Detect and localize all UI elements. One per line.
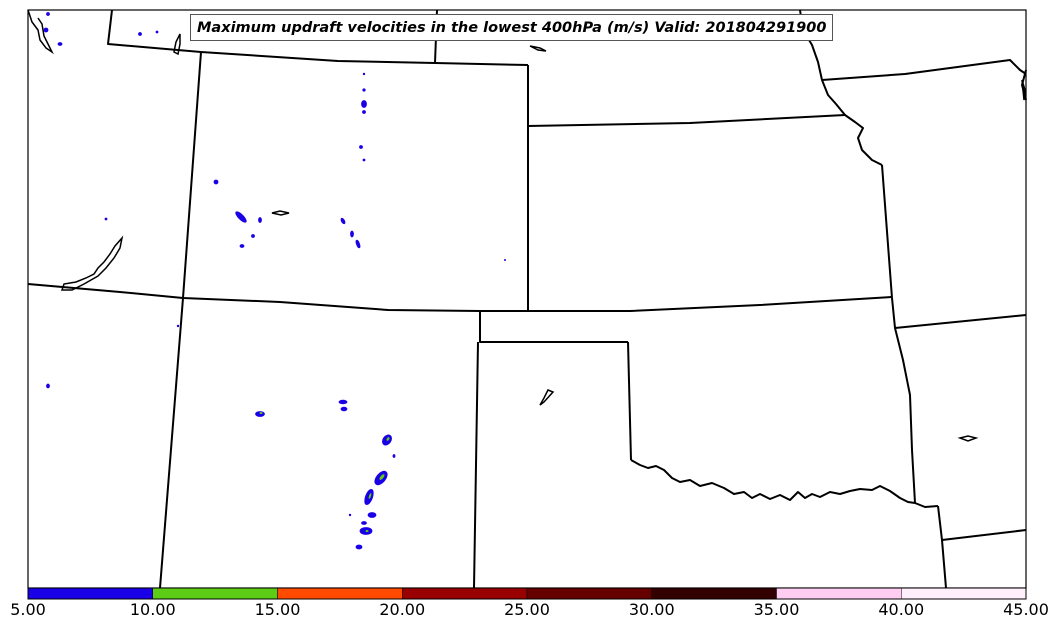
updraft-cell [251,234,255,238]
updraft-cell [235,211,247,223]
colorbar-frame [27,587,1027,600]
ks-mo-border [881,164,1027,329]
coastlines-lakes [27,9,1026,442]
updraft-cell [350,230,354,238]
colorbar [27,587,1027,600]
updraft-cell [362,110,366,114]
updraft-cell [355,239,361,249]
colorbar-tick-label: 20.00 [379,600,426,619]
updraft-cell [392,454,396,458]
updraft-cell [104,217,108,221]
updraft-cell [362,158,366,162]
colorbar-segment [277,587,403,600]
updraft-cell [255,411,265,417]
updraft-cell [367,512,377,518]
ok-ar-border [894,327,916,504]
updraft-core [386,437,390,441]
updraft-cell [338,399,348,405]
reservoir-5 [957,435,979,442]
reservoir-4 [539,389,555,406]
updraft-cell [362,88,366,92]
state-boundaries [27,9,1027,589]
updraft-core [368,493,372,499]
updraft-cell [359,145,363,149]
wy-co-border [182,51,202,299]
updraft-cell [213,179,219,185]
updraft-cell [362,72,366,76]
updraft-cell [138,32,142,36]
colorbar-segment [776,587,902,600]
az-nm-border [159,297,184,589]
colorbar-tick-label: 25.00 [504,600,550,619]
colorbar-tick-label: 45.00 [1003,600,1049,619]
updraft-cell [503,258,506,261]
reservoir-3 [271,210,290,216]
wy-ne-north-border [107,9,529,66]
updraft-cell [258,217,262,223]
updraft-cell [46,12,50,16]
ar-la-border [941,529,1027,541]
updraft-cell [46,383,50,389]
updraft-core [259,412,263,414]
great-salt-lake-outline [27,9,54,55]
updraft-cell [348,513,352,517]
reservoir-2 [529,45,547,52]
updraft-cell [340,217,346,225]
updraft-cell [176,324,180,328]
tx-panhandle-east [627,341,632,461]
updraft-core [365,530,369,532]
lake-shoreline-1 [60,235,124,291]
red-river [630,459,939,508]
colorbar-tick-label: 15.00 [254,600,301,619]
colorbar-tick-label: 40.00 [878,600,925,619]
updraft-cores [259,412,390,532]
updraft-cell [57,42,63,46]
nm-tx-border [473,341,479,589]
updraft-cell [361,521,367,525]
colorbar-segment [526,587,652,600]
colorbar-segment [27,587,153,600]
updraft-cell [43,27,49,33]
colorbar-tick-label: 30.00 [628,600,675,619]
updraft-cell [361,100,367,108]
updraft-cell [355,544,363,550]
ne-ks-border [527,114,846,127]
map-title: Maximum updraft velocities in the lowest… [190,14,834,41]
colorbar-segment [402,587,528,600]
colorbar-tick-label: 35.00 [753,600,800,619]
colorbar-tick-label: 5.00 [10,600,46,619]
iowa-mo-border [821,59,1027,81]
missouri-river [799,9,883,166]
colorbar-segment [651,587,777,600]
reservoir-6 [1021,79,1026,101]
updraft-core [379,474,385,480]
colorbar-segment [901,587,1027,600]
colorbar-segment [152,587,278,600]
colorbar-tick-label: 10.00 [129,600,176,619]
reservoir-1 [173,33,181,56]
nm-ok-border [479,311,628,343]
updraft-cell [340,406,348,412]
updraft-cell [239,244,245,248]
ut-az-north-line [27,283,893,312]
updraft-cell [155,30,159,34]
